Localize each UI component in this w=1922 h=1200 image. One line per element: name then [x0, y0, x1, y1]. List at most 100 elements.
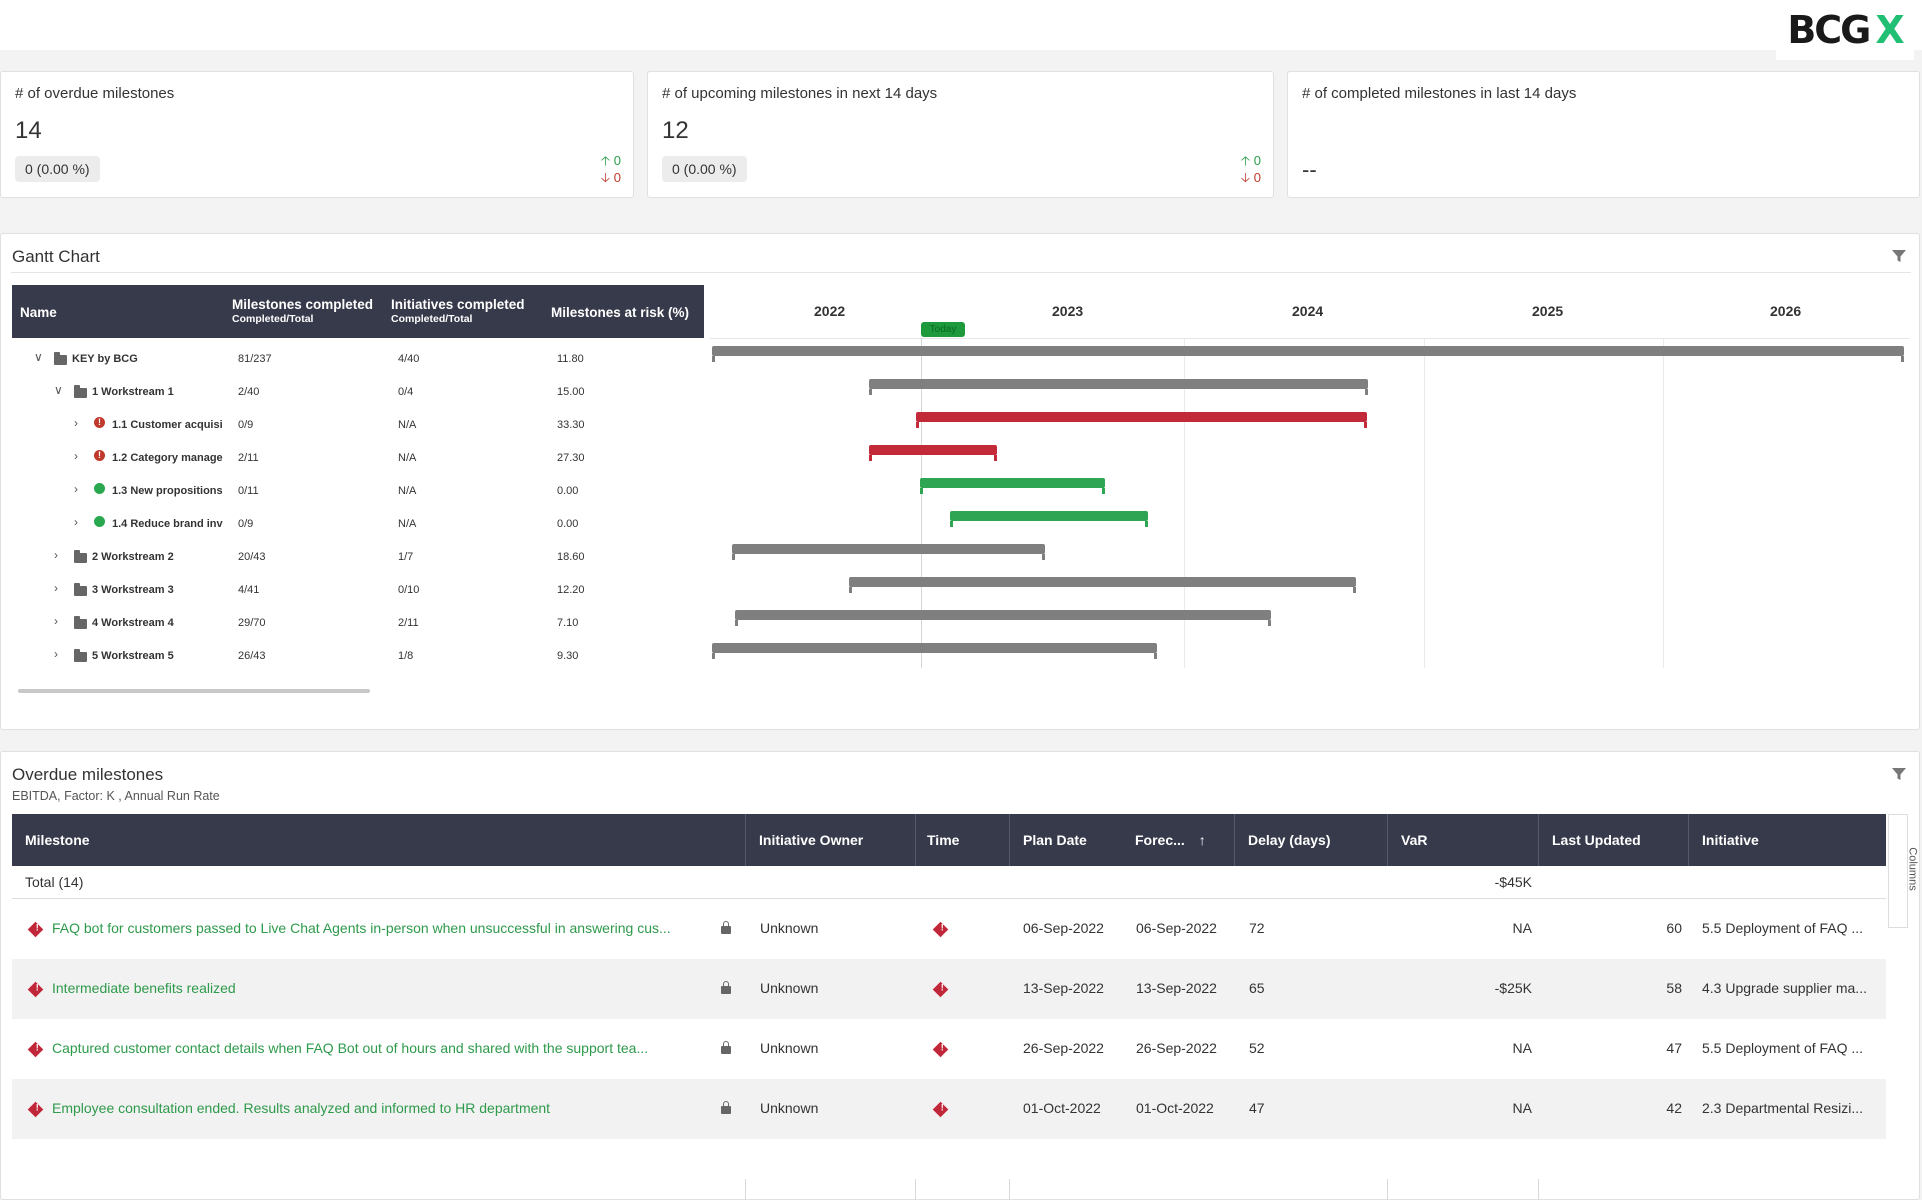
col-initiatives: Initiatives completed Completed/Total	[391, 297, 525, 325]
gantt-tree: Name Milestones completed Completed/Total…	[12, 285, 704, 700]
chevron-right-icon[interactable]: ›	[54, 548, 58, 562]
time-status-icon: !	[932, 1041, 949, 1058]
col-initiatives-sub: Completed/Total	[391, 313, 473, 325]
row-name: 1 Workstream 1	[92, 386, 174, 398]
col-plan-date[interactable]: Plan Date	[1023, 832, 1087, 848]
col-forecast[interactable]: Forec... ↑	[1135, 832, 1206, 848]
time-status-icon: !	[932, 921, 949, 938]
chevron-right-icon[interactable]: ›	[54, 647, 58, 661]
milestone-link[interactable]: Employee consultation ended. Results ana…	[52, 1100, 551, 1116]
initiative[interactable]: 2.3 Departmental Resizi...	[1702, 1100, 1864, 1116]
columns-panel-toggle[interactable]: Columns	[1888, 814, 1919, 928]
table-row[interactable]: ! FAQ bot for customers passed to Live C…	[12, 899, 1886, 959]
tree-row[interactable]: › 1.4 Reduce brand inv 0/9 N/A 0.00	[12, 508, 704, 541]
var: NA	[1512, 920, 1532, 936]
var: -$25K	[1494, 980, 1532, 996]
kpi-up-value: 0	[1253, 153, 1261, 168]
tree-row[interactable]: ∨ KEY by BCG 81/237 4/40 11.80	[12, 343, 704, 376]
alert-icon: !	[94, 450, 105, 461]
total-row: Total (14) -$45K	[12, 866, 1886, 899]
folder-icon	[74, 385, 87, 398]
row-risk: 0.00	[557, 518, 579, 530]
gantt-bar[interactable]	[950, 511, 1148, 527]
kpi-title: # of upcoming milestones in next 14 days	[662, 85, 938, 102]
grid-line	[1663, 338, 1664, 668]
row-name: KEY by BCG	[72, 353, 138, 365]
gantt-bar[interactable]	[920, 478, 1105, 494]
row-risk: 9.30	[557, 650, 579, 662]
year-label: 2023	[1052, 303, 1084, 319]
folder-icon	[74, 616, 87, 629]
chevron-right-icon[interactable]: ›	[74, 449, 78, 463]
tree-row[interactable]: › 4 Workstream 4 29/70 2/11 7.10	[12, 607, 704, 640]
tree-row[interactable]: ∨ 1 Workstream 1 2/40 0/4 15.00	[12, 376, 704, 409]
arrow-up-icon: 🡡	[1240, 153, 1251, 168]
kpi-value: 12	[662, 117, 689, 144]
milestone-link[interactable]: Captured customer contact details when F…	[52, 1040, 649, 1056]
gantt-bar[interactable]	[869, 445, 997, 461]
col-time[interactable]: Time	[927, 832, 960, 848]
col-last-updated[interactable]: Last Updated	[1552, 832, 1641, 848]
kpi-change-badge: 0 (0.00 %)	[15, 156, 100, 182]
folder-icon	[54, 352, 67, 365]
table-row[interactable]: ! Intermediate benefits realized Unknown…	[12, 959, 1886, 1019]
time-status-icon: !	[932, 981, 949, 998]
forecast-date: 13-Sep-2022	[1136, 980, 1217, 996]
lock-icon	[721, 1101, 731, 1114]
tree-row[interactable]: › 2 Workstream 2 20/43 1/7 18.60	[12, 541, 704, 574]
filter-icon[interactable]	[1891, 766, 1907, 782]
chevron-right-icon[interactable]: ›	[74, 416, 78, 430]
milestone-link[interactable]: FAQ bot for customers passed to Live Cha…	[52, 920, 671, 936]
col-separator	[1688, 814, 1689, 866]
horizontal-scrollbar[interactable]	[18, 689, 370, 693]
gantt-header: Name Milestones completed Completed/Total…	[12, 285, 704, 338]
filter-icon[interactable]	[1891, 248, 1907, 264]
milestone-link[interactable]: Intermediate benefits realized	[52, 980, 236, 996]
chevron-right-icon[interactable]: ›	[54, 614, 58, 628]
arrow-down-icon: 🡣	[600, 170, 611, 185]
sort-asc-icon[interactable]: ↑	[1198, 832, 1206, 848]
overdue-icon: !	[27, 1101, 44, 1118]
chevron-down-icon[interactable]: ∨	[54, 383, 63, 397]
gantt-bar[interactable]	[916, 412, 1367, 428]
tree-row[interactable]: › 3 Workstream 3 4/41 0/10 12.20	[12, 574, 704, 607]
tree-row[interactable]: › 5 Workstream 5 26/43 1/8 9.30	[12, 640, 704, 673]
gantt-bar[interactable]	[712, 346, 1904, 362]
gantt-bar[interactable]	[732, 544, 1045, 560]
chevron-right-icon[interactable]: ›	[74, 515, 78, 529]
col-delay[interactable]: Delay (days)	[1248, 832, 1331, 848]
table-row[interactable]: ! Captured customer contact details when…	[12, 1019, 1886, 1079]
plan-date: 01-Oct-2022	[1023, 1100, 1101, 1116]
initiative[interactable]: 4.3 Upgrade supplier ma...	[1702, 980, 1867, 996]
arrow-up-icon: 🡡	[600, 153, 611, 168]
tree-row[interactable]: › ! 1.1 Customer acquisi 0/9 N/A 33.30	[12, 409, 704, 442]
chevron-right-icon[interactable]: ›	[54, 581, 58, 595]
table-row[interactable]: ! Employee consultation ended. Results a…	[12, 1079, 1886, 1139]
initiative[interactable]: 5.5 Deployment of FAQ ...	[1702, 920, 1864, 936]
tree-row[interactable]: › ! 1.2 Category manage 2/11 N/A 27.30	[12, 442, 704, 475]
initiative[interactable]: 5.5 Deployment of FAQ ...	[1702, 1040, 1864, 1056]
row-risk: 18.60	[557, 551, 585, 563]
row-initiatives: 4/40	[398, 353, 420, 365]
gantt-bar[interactable]	[712, 643, 1157, 659]
owner: Unknown	[760, 920, 819, 936]
col-initiative[interactable]: Initiative	[1702, 832, 1759, 848]
plan-date: 13-Sep-2022	[1023, 980, 1104, 996]
bcgx-logo: BCG X	[1776, 0, 1914, 60]
col-var[interactable]: VaR	[1401, 832, 1428, 848]
owner: Unknown	[760, 1100, 819, 1116]
col-milestone[interactable]: Milestone	[25, 832, 90, 848]
kpi-card-overdue: # of overdue milestones 14 0 (0.00 %) 🡡 …	[0, 71, 634, 198]
gantt-bar[interactable]	[849, 577, 1356, 593]
col-owner[interactable]: Initiative Owner	[759, 832, 864, 848]
year-label: 2025	[1532, 303, 1564, 319]
status-ok-icon	[94, 516, 105, 527]
gantt-bar[interactable]	[869, 379, 1368, 395]
chevron-right-icon[interactable]: ›	[74, 482, 78, 496]
tree-row[interactable]: › 1.3 New propositions 0/11 N/A 0.00	[12, 475, 704, 508]
last-updated: 42	[1666, 1100, 1682, 1116]
row-name: 1.3 New propositions	[112, 485, 223, 497]
gantt-bar[interactable]	[735, 610, 1271, 626]
chevron-down-icon[interactable]: ∨	[34, 350, 43, 364]
forecast-date: 01-Oct-2022	[1136, 1100, 1214, 1116]
